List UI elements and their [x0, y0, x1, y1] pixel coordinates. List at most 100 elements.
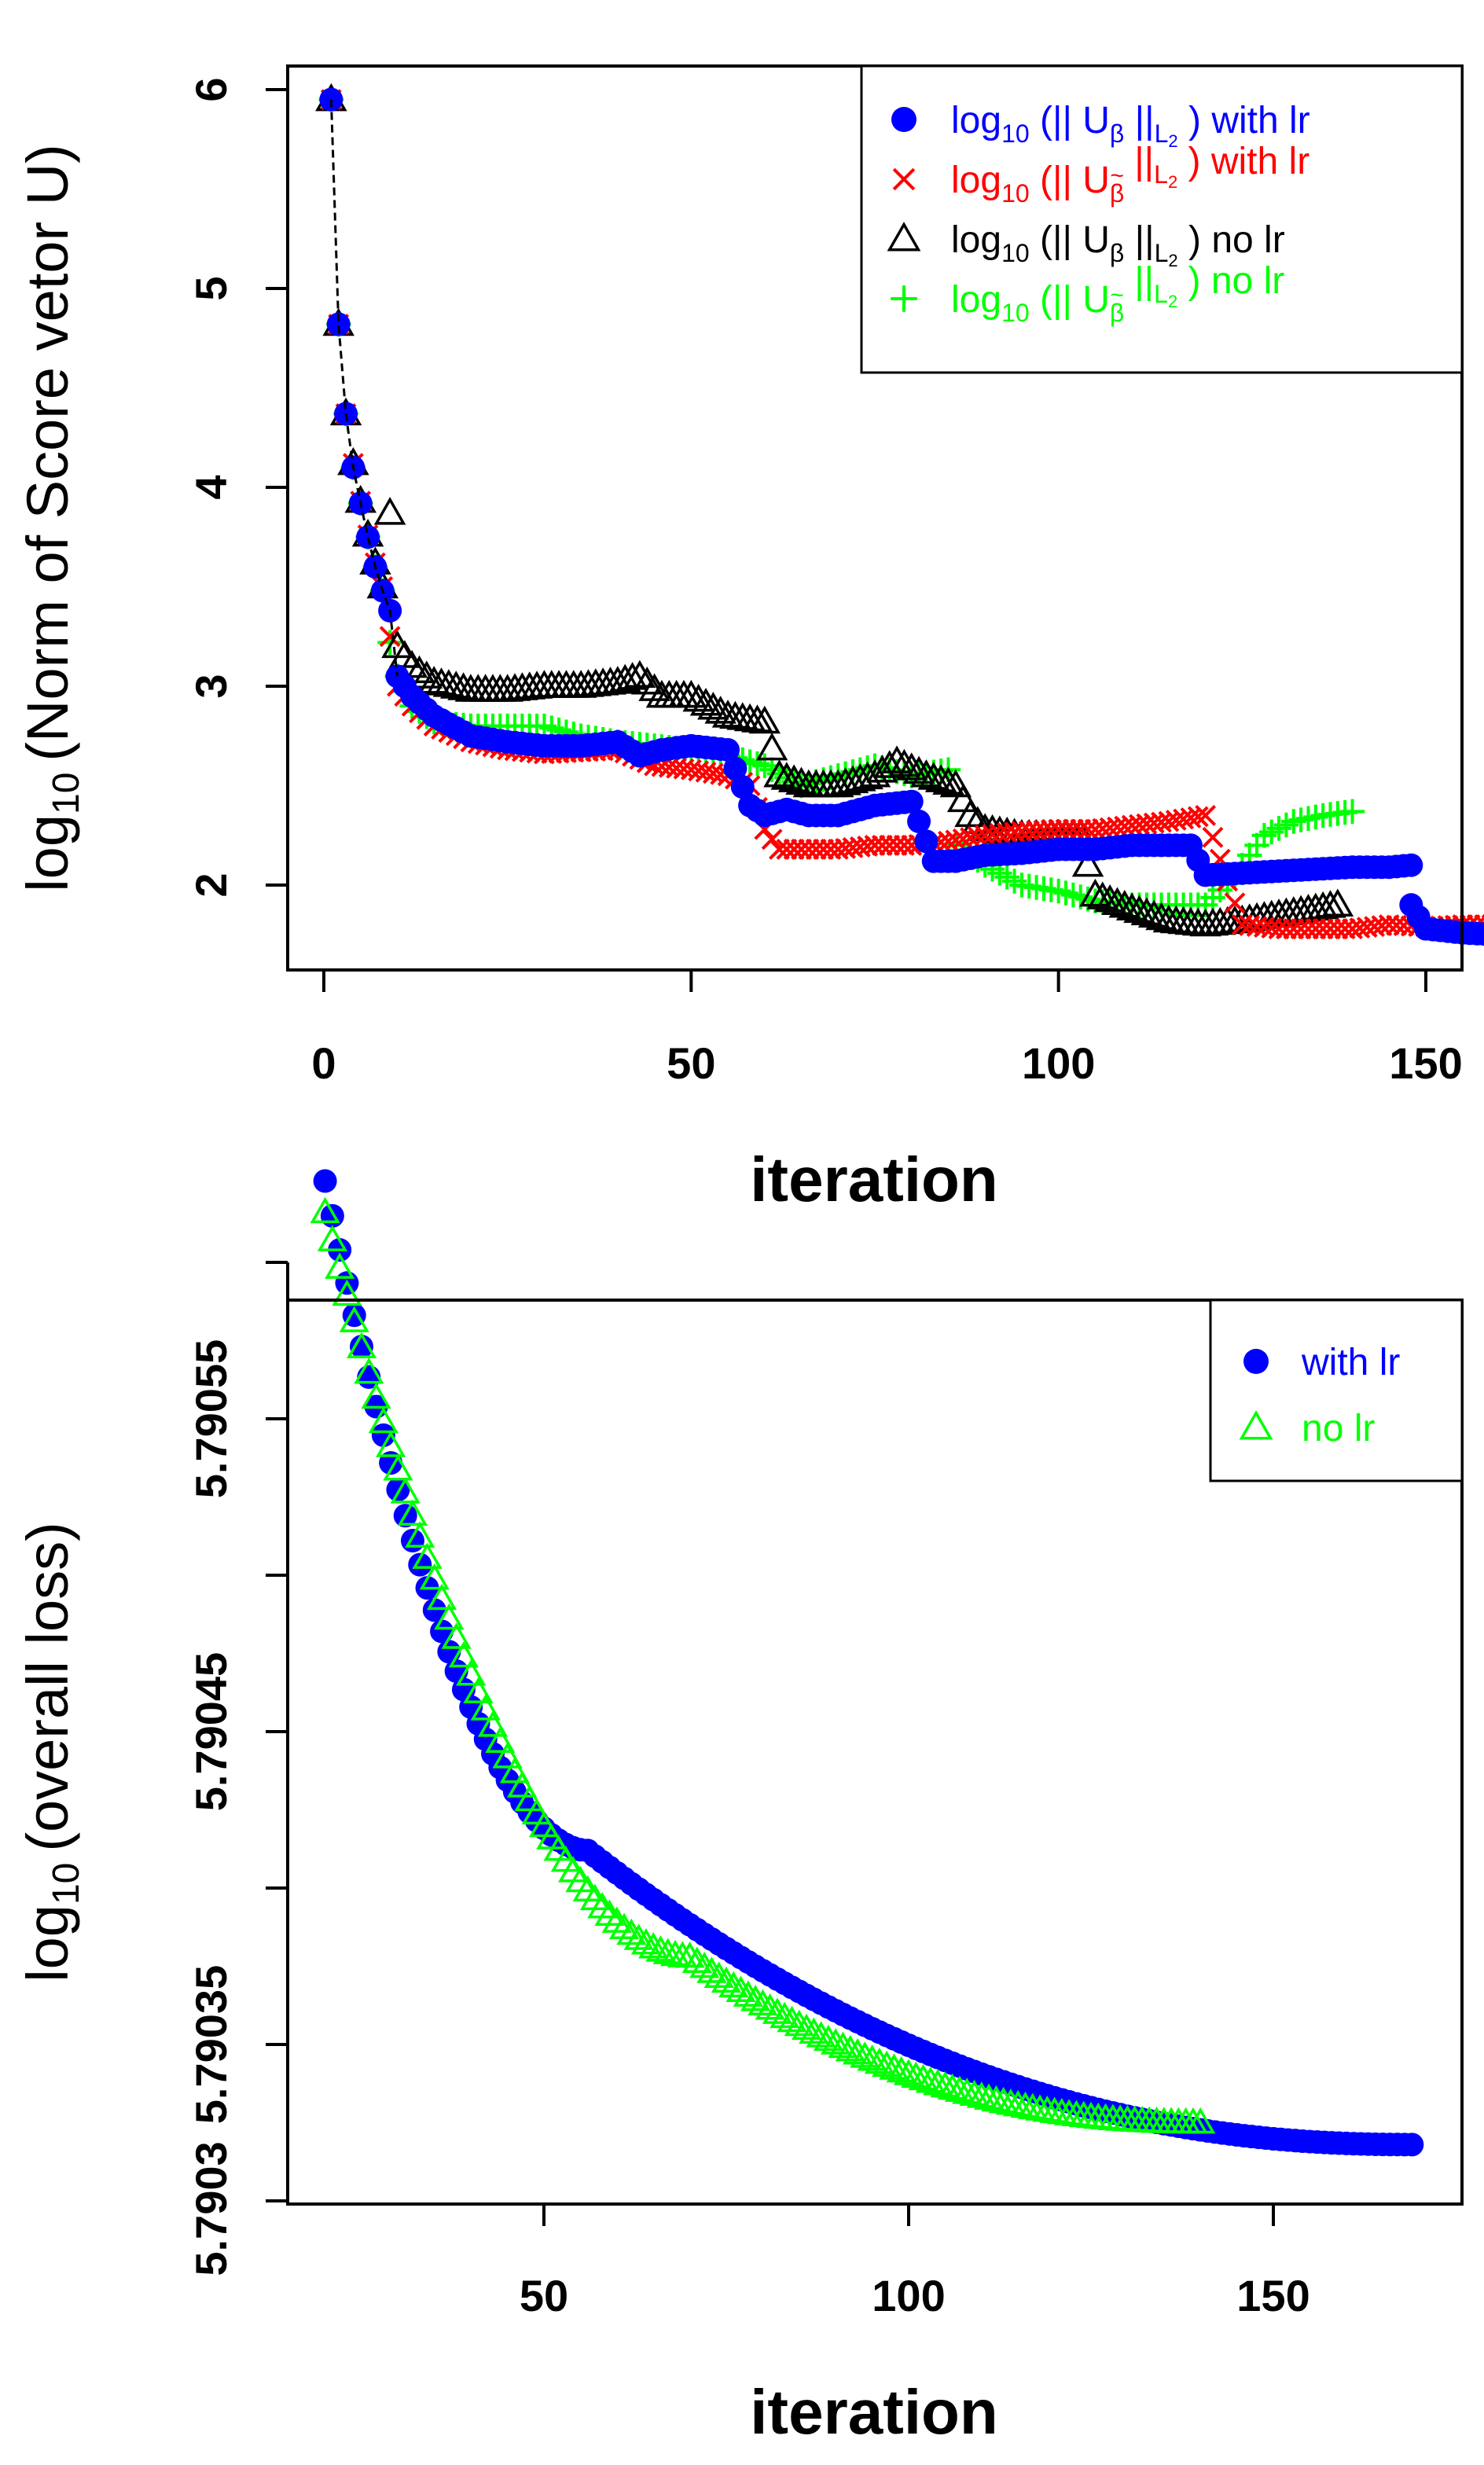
data-point [682, 683, 714, 712]
data-point [463, 1677, 494, 1703]
legend-marker [891, 285, 917, 312]
data-point [425, 667, 457, 696]
data-point [1202, 826, 1224, 848]
data-point [1130, 897, 1163, 926]
data-point [645, 1935, 676, 1962]
legend-marker [1239, 1410, 1273, 1440]
data-point [880, 745, 913, 773]
data-point [616, 662, 648, 690]
data-point [899, 789, 924, 814]
data-point [952, 2077, 983, 2104]
x-tick-label: 50 [667, 1038, 715, 1088]
data-point [1472, 922, 1484, 946]
x-tick-label: 50 [520, 2271, 568, 2320]
data-point [417, 666, 450, 694]
data-point [946, 784, 979, 813]
data-point [383, 1454, 413, 1481]
data-point [689, 687, 722, 716]
data-point [1185, 2107, 1216, 2134]
legend-marker [892, 167, 916, 191]
data-point [930, 2070, 961, 2098]
data-point [601, 1906, 632, 1933]
data-point [470, 1694, 501, 1721]
data-point [447, 672, 479, 700]
data-point [638, 1932, 669, 1959]
legend-label: log10 (|| Uβ~ ||L2 ) no lr [951, 260, 1284, 327]
data-point [652, 1938, 683, 1964]
data-point [1093, 884, 1126, 913]
data-point [799, 2017, 829, 2044]
data-point [924, 764, 957, 792]
x-tick-label: 100 [872, 2271, 945, 2320]
data-point [390, 1477, 421, 1504]
data-point [917, 762, 950, 790]
chart-points [315, 83, 1484, 946]
data-point [319, 87, 343, 112]
data-point [405, 1521, 435, 1548]
data-point [325, 1252, 355, 1279]
x-tick-label: 0 [311, 1038, 336, 1088]
data-point [850, 2041, 880, 2068]
data-point [403, 655, 435, 684]
y-axis-title-sub: 10 [46, 1863, 87, 1905]
x-tick-label: 150 [1236, 2271, 1310, 2320]
data-point [1137, 899, 1170, 928]
data-point [973, 2083, 1005, 2110]
y-tick-label: 5.7903 [186, 2141, 236, 2276]
legend-marker [1243, 1349, 1269, 1374]
data-point [674, 1941, 705, 1968]
data-point [995, 2088, 1027, 2115]
data-point [434, 1603, 465, 1630]
data-point [1108, 890, 1141, 918]
data-point [1086, 881, 1119, 909]
data-point [914, 829, 939, 854]
y-axis-title-sub: 10 [46, 773, 87, 814]
data-point [932, 766, 964, 795]
data-point [895, 752, 928, 781]
data-point [419, 1563, 450, 1590]
y-axis-title: log10 (overall loss) [15, 1522, 87, 1982]
data-point [813, 2024, 844, 2052]
data-point [397, 1499, 428, 1526]
data-point [332, 1279, 362, 1306]
data-point [901, 2061, 931, 2088]
data-point [939, 769, 972, 798]
data-point [748, 705, 781, 734]
data-point [761, 828, 783, 850]
data-point [1224, 892, 1246, 914]
x-axis-title: iteration [750, 1144, 998, 1214]
data-point [886, 2055, 916, 2083]
y-tick-label: 5.79035 [186, 1965, 236, 2124]
data-point [379, 626, 401, 648]
y-tick-label: 4 [186, 475, 236, 499]
data-point [1321, 888, 1354, 917]
data-point [879, 2053, 909, 2080]
data-point [439, 670, 472, 699]
data-point [821, 2028, 851, 2055]
data-point [441, 1622, 472, 1649]
data-point [770, 762, 803, 790]
legend-label: log10 (|| Uβ~ ||L2 ) with lr [951, 141, 1310, 208]
data-point [1400, 2133, 1424, 2157]
axis-ticks: 0 50 100 150 2 3 4 5 6 [186, 77, 1463, 1088]
data-point [711, 1966, 742, 1993]
data-point [350, 1335, 373, 1359]
data-point [959, 2079, 990, 2107]
data-point [988, 2086, 1019, 2114]
data-point [432, 669, 465, 697]
data-point [346, 1332, 377, 1358]
data-point [723, 756, 748, 781]
data-point [966, 2081, 997, 2108]
x-tick-label: 150 [1389, 1038, 1462, 1088]
data-point [716, 737, 740, 762]
data-point [623, 1923, 654, 1950]
data-point [915, 2066, 946, 2093]
data-point [313, 1169, 337, 1193]
score-norm-chart: 0 50 100 150 2 3 4 5 6 iteration log10 (Norm of S… [15, 64, 1484, 1214]
data-point [703, 1961, 734, 1988]
data-point [828, 2031, 858, 2059]
data-point [1123, 895, 1155, 924]
data-point [872, 2050, 902, 2077]
